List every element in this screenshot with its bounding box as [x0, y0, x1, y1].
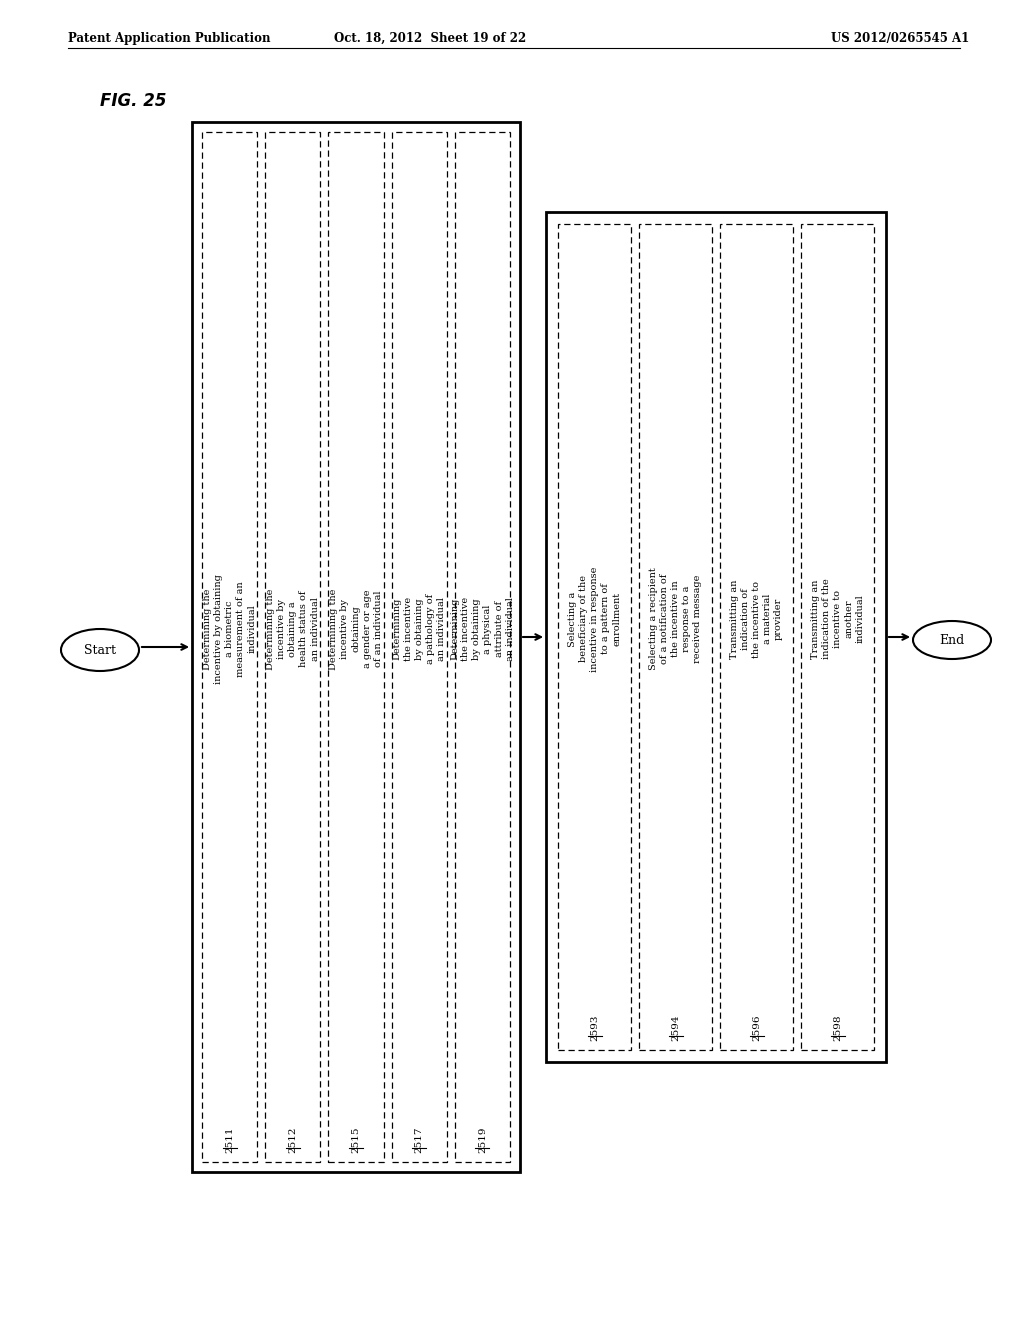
Ellipse shape [61, 630, 139, 671]
Text: 2517: 2517 [415, 1127, 424, 1154]
Text: 2594: 2594 [671, 1015, 680, 1041]
Text: Transmitting an
indication of
the incentive to
a material
provider: Transmitting an indication of the incent… [730, 579, 783, 659]
Text: Start: Start [84, 644, 116, 656]
Text: 2596: 2596 [752, 1015, 761, 1041]
Text: Selecting a recipient
of a notification of
the incentive in
response to a
receiv: Selecting a recipient of a notification … [649, 568, 702, 671]
Ellipse shape [913, 620, 991, 659]
FancyBboxPatch shape [801, 224, 874, 1049]
FancyBboxPatch shape [720, 224, 793, 1049]
FancyBboxPatch shape [639, 224, 712, 1049]
FancyBboxPatch shape [193, 121, 520, 1172]
Text: Determining
the incentive
by obtaining
a physical
attribute of
an individual: Determining the incentive by obtaining a… [451, 597, 515, 661]
FancyBboxPatch shape [391, 132, 446, 1162]
Text: Determining
the incentive
by obtaining
a pathology of
an individual: Determining the incentive by obtaining a… [392, 594, 445, 664]
FancyBboxPatch shape [546, 213, 886, 1063]
FancyBboxPatch shape [455, 132, 510, 1162]
Text: Determining the
incentive by obtaining
a biometric
measurement of an
individual: Determining the incentive by obtaining a… [203, 574, 256, 684]
Text: 2515: 2515 [351, 1127, 360, 1154]
Text: Patent Application Publication: Patent Application Publication [68, 32, 270, 45]
FancyBboxPatch shape [202, 132, 257, 1162]
Text: FIG. 25: FIG. 25 [100, 92, 167, 110]
FancyBboxPatch shape [265, 132, 321, 1162]
Text: 2593: 2593 [590, 1015, 599, 1041]
Text: End: End [939, 634, 965, 647]
Text: Determining the
incentive by
obtaining a
health status of
an individual: Determining the incentive by obtaining a… [266, 589, 319, 669]
Text: 2598: 2598 [833, 1015, 842, 1041]
Text: US 2012/0265545 A1: US 2012/0265545 A1 [830, 32, 969, 45]
Text: 2519: 2519 [478, 1127, 486, 1154]
FancyBboxPatch shape [329, 132, 384, 1162]
Text: Oct. 18, 2012  Sheet 19 of 22: Oct. 18, 2012 Sheet 19 of 22 [334, 32, 526, 45]
Text: Selecting a
beneficiary of the
incentive in response
to a pattern of
enrollment: Selecting a beneficiary of the incentive… [567, 566, 622, 672]
Text: Transmitting an
indication of the
incentive to
another
individual: Transmitting an indication of the incent… [811, 578, 864, 660]
FancyBboxPatch shape [558, 224, 631, 1049]
Text: 2511: 2511 [225, 1127, 234, 1154]
Text: Determining the
incentive by
obtaining
a gender or age
of an individual: Determining the incentive by obtaining a… [330, 589, 383, 669]
Text: 2512: 2512 [289, 1127, 297, 1154]
